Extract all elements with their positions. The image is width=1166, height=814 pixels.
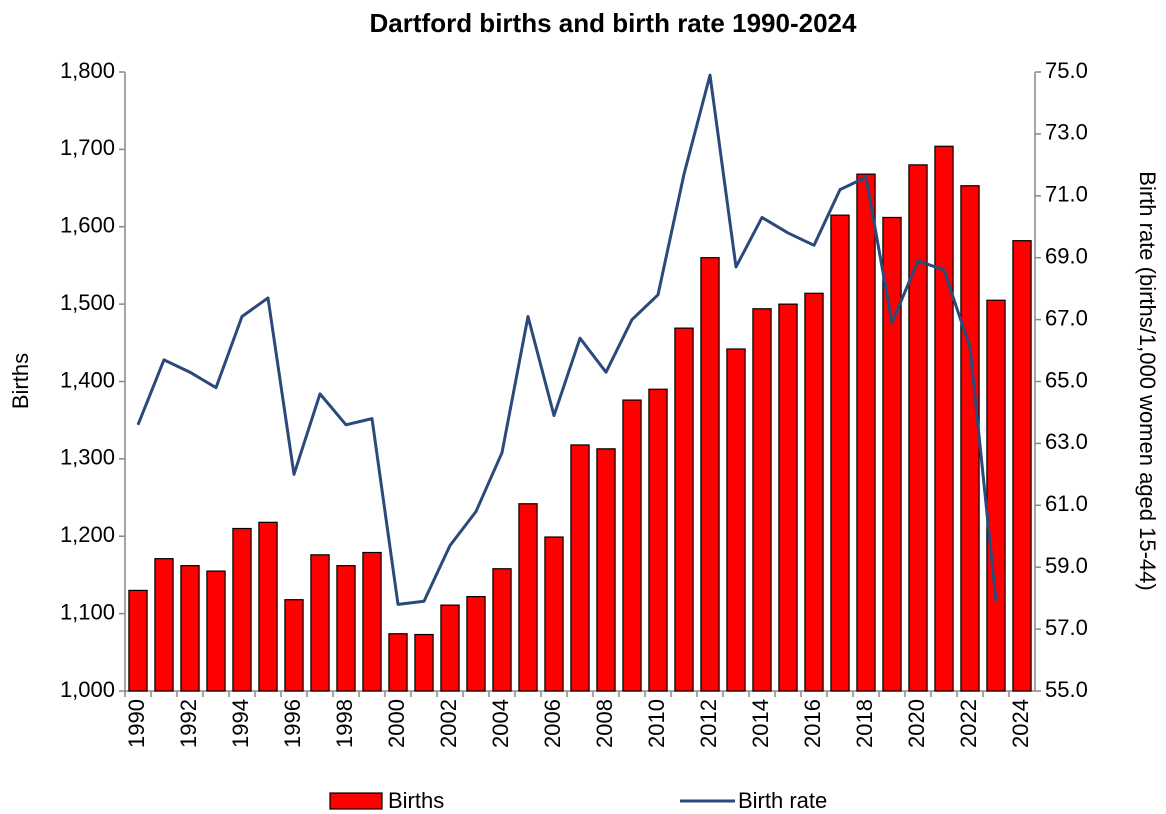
x-tick-label: 2024 xyxy=(1008,699,1033,748)
x-tick-label: 2006 xyxy=(540,699,565,748)
y-tick-label: 1,200 xyxy=(60,522,115,547)
y2-axis-title: Birth rate (births/1,000 women aged 15-4… xyxy=(1135,171,1160,590)
x-tick-label: 2018 xyxy=(852,699,877,748)
y2-tick-label: 65.0 xyxy=(1045,367,1088,392)
legend-swatch xyxy=(329,792,383,810)
legend-label: Births xyxy=(388,788,444,813)
bar xyxy=(284,599,304,692)
y2-tick-label: 71.0 xyxy=(1045,182,1088,207)
bar xyxy=(154,558,174,692)
x-tick-label: 2014 xyxy=(748,699,773,748)
bar xyxy=(726,348,746,692)
bar xyxy=(310,554,330,692)
bar xyxy=(700,257,720,692)
x-tick-label: 2016 xyxy=(800,699,825,748)
bar xyxy=(856,173,876,692)
y2-tick-label: 61.0 xyxy=(1045,491,1088,516)
y2-tick-label: 59.0 xyxy=(1045,553,1088,578)
bar xyxy=(570,444,590,692)
x-tick-label: 2020 xyxy=(904,699,929,748)
y2-tick-label: 63.0 xyxy=(1045,429,1088,454)
x-tick-label: 1994 xyxy=(228,699,253,748)
bar xyxy=(466,596,486,692)
bar xyxy=(882,216,902,692)
bar xyxy=(648,388,668,692)
y2-tick-label: 55.0 xyxy=(1045,677,1088,702)
bar xyxy=(362,551,382,692)
y-tick-label: 1,400 xyxy=(60,367,115,392)
x-tick-label: 2008 xyxy=(592,699,617,748)
y2-tick-label: 57.0 xyxy=(1045,615,1088,640)
y-tick-label: 1,500 xyxy=(60,290,115,315)
bar xyxy=(960,185,980,692)
y2-tick-label: 75.0 xyxy=(1045,58,1088,83)
bar xyxy=(622,399,642,692)
bar xyxy=(180,565,200,692)
x-tick-label: 1998 xyxy=(332,699,357,748)
x-tick-label: 1992 xyxy=(176,699,201,748)
bar xyxy=(336,565,356,692)
bar xyxy=(206,570,226,692)
bar xyxy=(674,327,694,692)
x-tick-label: 2012 xyxy=(696,699,721,748)
y-tick-label: 1,700 xyxy=(60,135,115,160)
legend-label: Birth rate xyxy=(738,788,827,813)
y-tick-label: 1,100 xyxy=(60,599,115,624)
bar xyxy=(414,633,434,692)
x-tick-label: 2004 xyxy=(488,699,513,748)
bar xyxy=(908,164,928,692)
chart-title: Dartford births and birth rate 1990-2024 xyxy=(370,8,857,38)
bar xyxy=(518,503,538,692)
x-tick-label: 2010 xyxy=(644,699,669,748)
bar xyxy=(778,303,798,692)
bar xyxy=(596,448,616,692)
y2-tick-label: 73.0 xyxy=(1045,120,1088,145)
x-tick-label: 2022 xyxy=(956,699,981,748)
y-axis-title: Births xyxy=(8,353,33,409)
bar xyxy=(986,299,1006,692)
y-tick-label: 1,000 xyxy=(60,677,115,702)
bar xyxy=(232,527,252,692)
y-tick-label: 1,300 xyxy=(60,445,115,470)
x-tick-label: 1990 xyxy=(124,699,149,748)
x-tick-label: 1996 xyxy=(280,699,305,748)
bar xyxy=(492,568,512,692)
bar xyxy=(440,604,460,692)
line xyxy=(136,73,998,606)
bar xyxy=(1012,240,1032,692)
y2-tick-label: 69.0 xyxy=(1045,244,1088,269)
y2-tick-label: 67.0 xyxy=(1045,305,1088,330)
bar xyxy=(258,521,278,692)
bar xyxy=(934,145,954,692)
x-tick-label: 2000 xyxy=(384,699,409,748)
x-tick-label: 2002 xyxy=(436,699,461,748)
bar xyxy=(752,308,772,692)
bar xyxy=(388,633,408,692)
y-tick-label: 1,800 xyxy=(60,58,115,83)
bar xyxy=(830,214,850,692)
y-tick-label: 1,600 xyxy=(60,213,115,238)
bar xyxy=(804,292,824,692)
bar xyxy=(128,589,148,692)
bar xyxy=(544,536,564,692)
